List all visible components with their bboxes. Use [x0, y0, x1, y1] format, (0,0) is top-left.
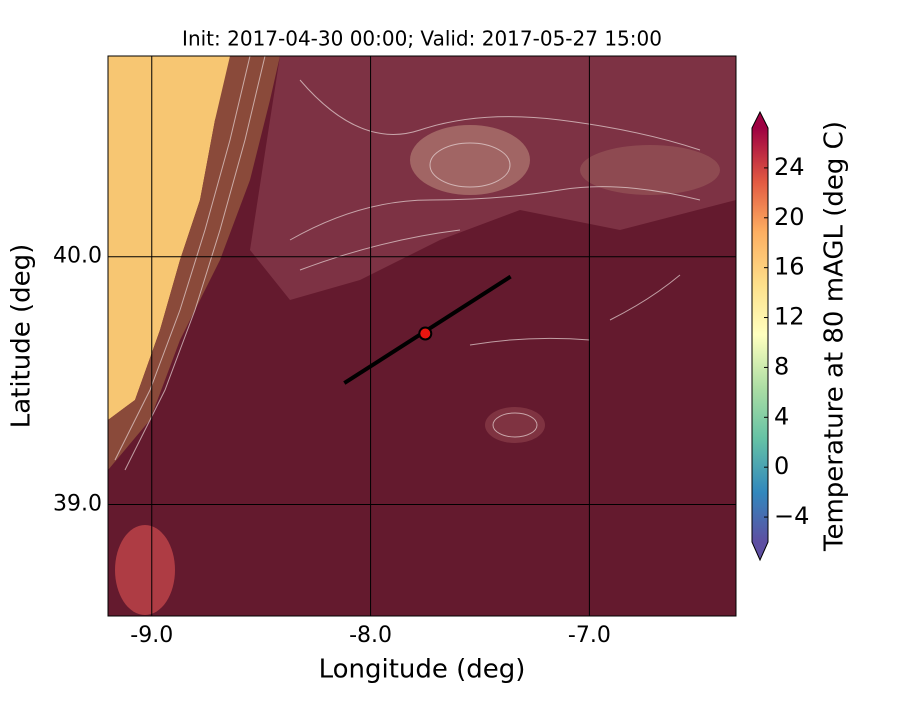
- highland-peak: [410, 125, 530, 195]
- colorbar-tick-label: 24: [774, 153, 805, 181]
- highland-ridge: [580, 145, 720, 195]
- warm-region: [108, 56, 240, 420]
- colorbar-min-arrow: [752, 542, 768, 560]
- chart-title: Init: 2017-04-30 00:00; Valid: 2017-05-2…: [182, 27, 662, 51]
- colorbar-max-arrow: [752, 112, 768, 128]
- colorbar-label: Temperature at 80 mAGL (deg C): [820, 121, 850, 552]
- colorbar-tick-label: 8: [774, 352, 789, 380]
- coastal-gradient: [108, 56, 280, 470]
- colorbar-tick-label: −4: [774, 502, 809, 530]
- contours: [114, 56, 701, 471]
- x-tick-label: -7.0: [568, 623, 611, 648]
- x-tick-label: -8.0: [349, 623, 392, 648]
- y-tick-label: 39.0: [53, 491, 102, 516]
- x-axis-label: Longitude (deg): [319, 655, 526, 685]
- x-tick-label: -9.0: [130, 623, 173, 648]
- map-field: [108, 56, 736, 616]
- colorbar-tick-label: 16: [774, 253, 805, 281]
- y-axis-label: Latitude (deg): [7, 244, 37, 429]
- colorbar-tick-label: 20: [774, 203, 805, 231]
- colorbar-tick-label: 4: [774, 402, 789, 430]
- hill: [485, 407, 545, 443]
- colorbar-tick-label: 0: [774, 452, 789, 480]
- colorbar: [752, 128, 768, 542]
- point-marker: [418, 326, 433, 341]
- y-tick-label: 40.0: [53, 244, 102, 269]
- plot-frame: [107, 55, 737, 617]
- warm-spot: [115, 525, 175, 615]
- colorbar-frame: [751, 110, 769, 562]
- colorbar-tick-label: 12: [774, 303, 805, 331]
